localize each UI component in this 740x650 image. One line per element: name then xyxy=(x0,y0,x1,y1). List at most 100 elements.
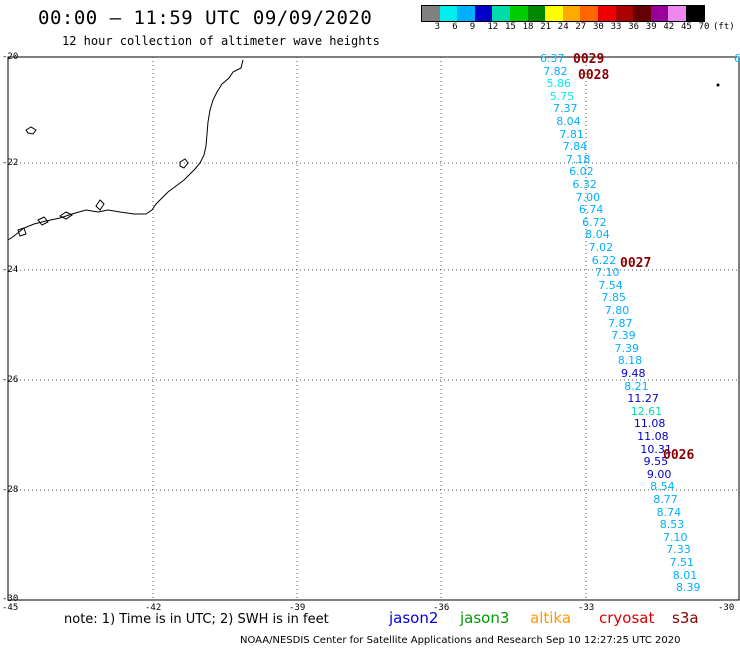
legend-label: 3 xyxy=(434,22,441,32)
wave-height-value: 8.74 xyxy=(656,505,682,519)
lon-label: -42 xyxy=(145,603,162,613)
wave-height-value: 6.74 xyxy=(578,203,604,217)
color-legend-bar xyxy=(421,5,705,22)
credit-line: NOAA/NESDIS Center for Satellite Applica… xyxy=(240,635,681,646)
legend-swatch xyxy=(562,6,581,21)
legend-label: 12 xyxy=(487,22,499,32)
legend-label: 18 xyxy=(522,22,534,32)
legend-swatch xyxy=(422,6,440,21)
legend-label: 21 xyxy=(540,22,552,32)
wave-height-value: 7.82 xyxy=(543,64,568,78)
legend-label: 27 xyxy=(575,22,587,32)
wave-height-value: 7.00 xyxy=(575,190,601,204)
satellite-cryosat: cryosat xyxy=(599,609,655,627)
legend-label: 30 xyxy=(593,22,604,32)
satellite-s3a: s3a xyxy=(672,609,699,627)
lon-label: -36 xyxy=(433,603,450,613)
map-subtitle: 12 hour collection of altimeter wave hei… xyxy=(62,34,380,48)
legend-swatch xyxy=(650,6,669,21)
wave-height-value: 7.10 xyxy=(663,530,688,544)
wave-height-value: 6.37 xyxy=(540,52,565,65)
legend-swatch xyxy=(527,6,546,21)
wave-height-value: 7.18 xyxy=(565,152,591,166)
wave-height-value: 8.39 xyxy=(676,581,701,595)
pass-time-label: 0026 xyxy=(663,448,695,463)
legend-swatch xyxy=(580,6,598,21)
wave-height-value: 8.54 xyxy=(650,480,675,494)
wave-height-value: 8.04 xyxy=(556,115,581,128)
legend-swatch xyxy=(633,6,651,21)
wave-height-value: 7.39 xyxy=(614,341,640,355)
wave-height-value: 9.55 xyxy=(643,455,669,469)
wave-height-value: 7.85 xyxy=(601,291,627,305)
legend-swatch xyxy=(597,6,616,21)
lat-label: -20 xyxy=(2,52,19,62)
legend-label: 70 xyxy=(698,22,710,32)
legend-swatch xyxy=(474,6,493,21)
legend-label: 39 xyxy=(645,22,657,32)
wave-height-value: 7.84 xyxy=(562,140,588,154)
legend-swatch xyxy=(509,6,528,21)
lat-label: -30 xyxy=(2,594,19,604)
lat-label: -26 xyxy=(2,375,19,385)
pass-time-label: 0029 xyxy=(573,52,605,67)
wave-height-value: 12.61 xyxy=(630,404,663,418)
legend-label: 24 xyxy=(557,22,569,32)
wave-value-right-edge: 6 xyxy=(734,52,740,65)
legend-swatch xyxy=(685,6,704,21)
satellite-jason3: jason3 xyxy=(460,609,510,627)
wave-height-value: 7.87 xyxy=(608,316,633,330)
legend-swatch xyxy=(457,6,475,21)
pass-time-label: 0028 xyxy=(578,68,610,83)
coastline xyxy=(7,59,244,241)
plot-frame xyxy=(7,56,740,601)
grid xyxy=(8,57,739,600)
legend-label: 6 xyxy=(452,22,458,32)
legend-label: 33 xyxy=(610,22,622,32)
wave-height-value: 7.54 xyxy=(598,278,623,292)
wave-height-value: 6.72 xyxy=(582,215,607,229)
footer-note: note: 1) Time is in UTC; 2) SWH is in fe… xyxy=(64,612,329,627)
legend-label: 42 xyxy=(663,22,675,32)
legend-swatch xyxy=(439,6,458,21)
lon-label: -45 xyxy=(2,603,19,613)
wave-height-value: 8.21 xyxy=(624,379,649,393)
wave-height-value: 9.00 xyxy=(646,467,672,481)
coastline-bay xyxy=(179,158,189,169)
wave-height-value: 8.18 xyxy=(617,354,643,368)
legend-label: 9 xyxy=(469,22,476,32)
wave-height-value: 7.81 xyxy=(559,127,584,141)
map-title: 00:00 – 11:59 UTC 09/09/2020 xyxy=(38,7,373,29)
satellite-altika: altika xyxy=(530,609,572,627)
wave-height-value: 11.08 xyxy=(633,417,666,431)
island-dot xyxy=(716,83,720,87)
legend-swatch xyxy=(545,6,563,21)
wave-height-value: 7.02 xyxy=(588,241,614,254)
legend-swatch xyxy=(492,6,510,21)
lat-label: -22 xyxy=(2,158,19,168)
wave-height-value: 8.01 xyxy=(672,568,698,582)
lon-label: -30 xyxy=(718,603,735,613)
wave-height-value: 9.48 xyxy=(621,367,646,380)
wave-height-value: 6.02 xyxy=(569,165,594,179)
legend-swatch xyxy=(615,6,634,21)
pass-time-label: 0027 xyxy=(620,256,652,271)
wave-height-value: 7.37 xyxy=(553,102,578,116)
lon-label: -33 xyxy=(578,603,595,613)
lat-label: -24 xyxy=(2,265,19,275)
lat-label: -28 xyxy=(2,485,19,495)
legend-unit: (ft) xyxy=(713,22,735,32)
satellite-jason2: jason2 xyxy=(389,609,439,627)
wave-height-value: 6.32 xyxy=(572,178,597,191)
legend-label: 36 xyxy=(628,22,640,32)
wave-height-value: 7.51 xyxy=(669,556,695,569)
lon-label: -39 xyxy=(289,603,306,613)
wave-height-value: 11.08 xyxy=(637,430,669,443)
wave-height-value: 7.33 xyxy=(666,543,691,557)
wave-height-value: 8.53 xyxy=(659,518,685,532)
wave-height-value: 7.39 xyxy=(611,329,636,343)
wave-height-value: 5.75 xyxy=(549,89,575,103)
wave-height-value: 5.86 xyxy=(546,77,572,91)
wave-height-value: 6.22 xyxy=(591,253,617,267)
